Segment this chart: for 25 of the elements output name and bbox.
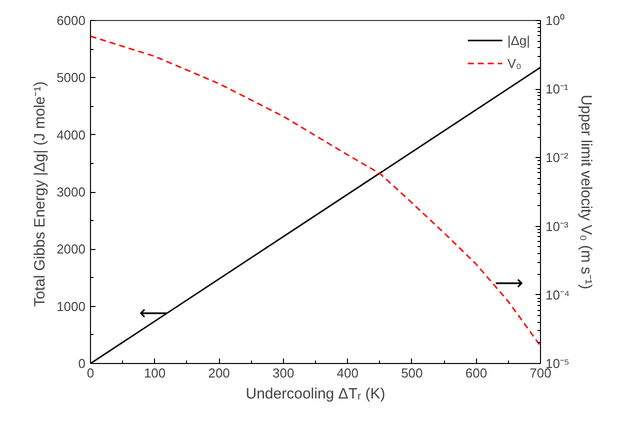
y-tick-label: 1000 (56, 298, 86, 314)
x-tick-label: 500 (401, 366, 423, 380)
y2-tick-label: 10⁻³ (546, 218, 569, 234)
y2-tick-label: 10⁻² (546, 150, 569, 166)
y-tick-label: 2000 (56, 242, 86, 257)
y-tick-label: 3000 (56, 184, 86, 200)
y-axis-title: Total Gibbs Energy |Δg| (J mole⁻¹) (32, 81, 49, 307)
y2-axis-title: Upper limit velocity V₀ (m s⁻¹) (578, 94, 595, 290)
y2-tick-label: 10⁰ (546, 13, 565, 28)
annotation: ⟵ (139, 300, 168, 325)
y-tick-label: 6000 (56, 13, 86, 28)
y-tick-label: 4000 (56, 127, 86, 142)
y-tick-label: 0 (78, 356, 86, 371)
x-tick-label: 100 (144, 366, 166, 380)
legend-label: |Δg| (507, 32, 530, 48)
x-tick-label: 600 (465, 366, 488, 380)
x-tick-label: 300 (272, 366, 294, 380)
x-axis-title: Undercooling ΔTᵣ (K) (246, 386, 386, 402)
annotation: ⟶ (494, 270, 524, 295)
y2-tick-label: 10⁻⁴ (546, 287, 570, 302)
y-tick-label: 5000 (56, 70, 86, 86)
x-tick-label: 200 (208, 366, 230, 380)
legend-label: V₀ (507, 56, 522, 70)
y2-tick-label: 10⁻¹ (546, 82, 569, 97)
x-tick-label: 400 (336, 366, 358, 380)
